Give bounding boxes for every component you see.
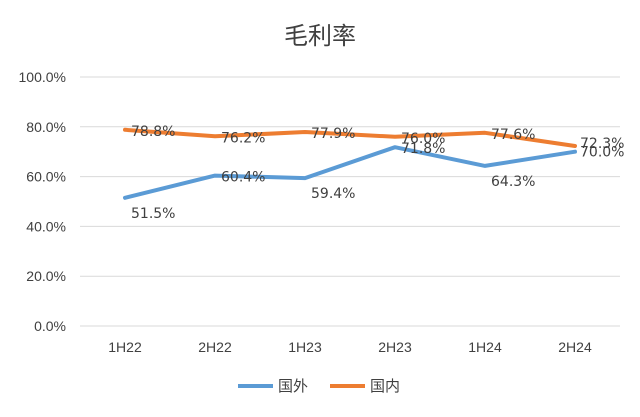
data-labels: 51.5% 60.4% 59.4% 71.8% 64.3% 70.0% 78.8% 76.2%… — [131, 124, 624, 222]
y-tick-label: 80.0% — [26, 119, 66, 135]
data-label: 72.3% — [580, 136, 624, 152]
x-tick-label: 2H23 — [378, 339, 412, 355]
x-tick-label: 1H23 — [288, 339, 322, 355]
data-label: 77.6% — [491, 127, 535, 143]
y-tick-label: 20.0% — [26, 268, 66, 284]
chart-title: 毛利率 — [284, 22, 356, 50]
legend: 国外 国内 — [238, 377, 400, 395]
data-label: 76.2% — [221, 130, 265, 146]
data-label: 64.3% — [491, 174, 535, 190]
legend-label-domestic: 国内 — [370, 377, 400, 395]
x-tick-label: 1H22 — [108, 339, 142, 355]
series-line-domestic — [123, 127, 577, 148]
y-tick-label: 60.0% — [26, 169, 66, 185]
series-line-foreign — [123, 145, 577, 200]
y-tick-label: 40.0% — [26, 218, 66, 234]
legend-label-foreign: 国外 — [278, 377, 308, 395]
y-tick-label: 100.0% — [19, 69, 66, 85]
data-label: 60.4% — [221, 170, 265, 186]
x-axis-ticks: 1H22 2H22 1H23 2H23 1H24 2H24 — [108, 339, 592, 355]
data-label: 59.4% — [311, 186, 355, 202]
series-lines — [123, 127, 577, 200]
x-tick-label: 2H24 — [558, 339, 592, 355]
data-label: 70.0% — [580, 145, 624, 161]
data-label: 77.9% — [311, 126, 355, 142]
gridlines — [80, 76, 620, 327]
data-label: 76.0% — [401, 131, 445, 147]
y-tick-label: 0.0% — [34, 318, 66, 334]
x-tick-label: 2H22 — [198, 339, 232, 355]
y-axis-ticks: 0.0% 20.0% 40.0% 60.0% 80.0% 100.0% — [19, 69, 66, 334]
data-label: 51.5% — [131, 206, 175, 222]
data-label: 71.8% — [401, 141, 445, 157]
data-label: 78.8% — [131, 124, 175, 140]
x-tick-label: 1H24 — [468, 339, 502, 355]
